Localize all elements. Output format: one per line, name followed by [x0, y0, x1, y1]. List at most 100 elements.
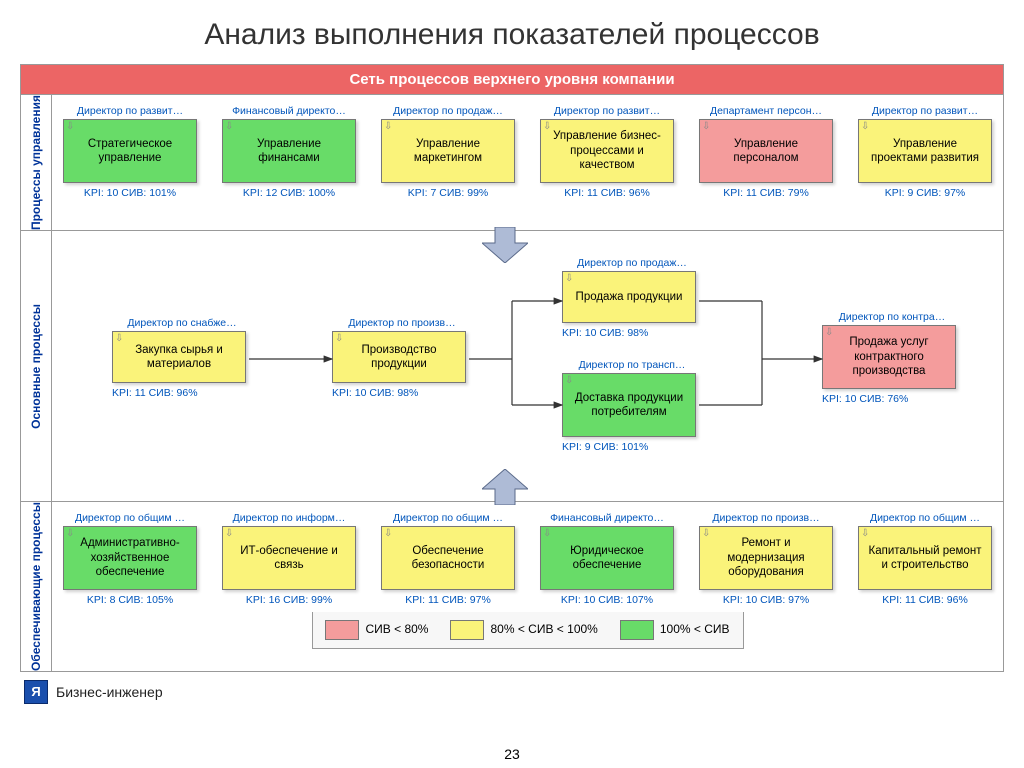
- process-name: Управление маркетингом: [388, 137, 508, 166]
- pin-icon: ⇩: [565, 376, 573, 386]
- pin-icon: ⇩: [66, 529, 74, 539]
- banner: Сеть процессов верхнего уровня компании: [21, 65, 1003, 95]
- process-cell: Директор по информ…⇩ИТ-обеспечение и свя…: [219, 512, 359, 606]
- row-main: Основные процессы Директор по снабже… ⇩З…: [21, 231, 1003, 502]
- node-production: Директор по произв… ⇩Производство продук…: [332, 317, 472, 399]
- legend-swatch: [620, 620, 654, 640]
- process-box[interactable]: ⇩Административно-хозяйственное обеспечен…: [63, 526, 197, 590]
- kpi-label: KPI: 10 СИВ: 107%: [561, 594, 653, 606]
- row-management: Процессы управления Директор по развит… ⇩…: [21, 95, 1003, 231]
- process-box[interactable]: ⇩Продажа продукции: [562, 271, 696, 323]
- row-support: Обеспечивающие процессы Директор по общи…: [21, 502, 1003, 671]
- page: Анализ выполнения показателей процессов …: [0, 0, 1024, 768]
- process-name: Ремонт и модернизация оборудования: [706, 536, 826, 579]
- director-label: Директор по развит…: [60, 105, 200, 117]
- process-cell: Директор по общим … ⇩ Обеспечение безопасн…: [378, 512, 518, 606]
- kpi-label: KPI: 10 СИВ: 97%: [723, 594, 809, 606]
- process-box[interactable]: ⇩Доставка продукции потребителям: [562, 373, 696, 437]
- logo-icon: Я: [24, 680, 48, 704]
- process-box[interactable]: ⇩ Управление маркетингом: [381, 119, 515, 183]
- node-delivery: Директор по трансп… ⇩Доставка продукции …: [562, 359, 702, 453]
- arrow-down-icon: [482, 227, 528, 263]
- pin-icon: ⇩: [115, 334, 123, 344]
- process-box[interactable]: ⇩Закупка сырья и материалов: [112, 331, 246, 383]
- process-box[interactable]: ⇩ Управление финансами: [222, 119, 356, 183]
- director-label: Директор по произв…: [332, 317, 472, 329]
- process-name: Капитальный ремонт и строительство: [865, 544, 985, 573]
- pin-icon: ⇩: [384, 122, 392, 132]
- director-label: Директор по продаж…: [562, 257, 702, 269]
- kpi-label: KPI: 7 СИВ: 99%: [408, 187, 489, 199]
- process-box[interactable]: ⇩ Управление персоналом: [699, 119, 833, 183]
- process-box[interactable]: ⇩Продажа услуг контрактного производства: [822, 325, 956, 389]
- page-title: Анализ выполнения показателей процессов: [20, 18, 1004, 52]
- process-box[interactable]: ⇩Управление бизнес-процессами и качество…: [540, 119, 674, 183]
- row-label: Процессы управления: [21, 95, 52, 230]
- process-box[interactable]: ⇩Капитальный ремонт и строительство: [858, 526, 992, 590]
- legend: СИВ < 80% 80% < СИВ < 100% 100% < СИВ: [312, 612, 744, 649]
- pin-icon: ⇩: [543, 122, 551, 132]
- director-label: Финансовый директо…: [219, 105, 359, 117]
- pin-icon: ⇩: [702, 529, 710, 539]
- cells-grid: Директор по общим …⇩Административно-хозя…: [60, 512, 995, 606]
- director-label: Финансовый директо…: [537, 512, 677, 524]
- pin-icon: ⇩: [384, 529, 392, 539]
- node-purchase: Директор по снабже… ⇩Закупка сырья и мат…: [112, 317, 252, 399]
- process-cell: Директор по развит… ⇩Управление проектами…: [855, 105, 995, 199]
- process-cell: Департамент персон…⇩Управление персонало…: [696, 105, 836, 199]
- process-name: Административно-хозяйственное обеспечени…: [70, 536, 190, 579]
- director-label: Директор по общим …: [378, 512, 518, 524]
- director-label: Директор по развит…: [537, 105, 677, 117]
- process-box[interactable]: ⇩Производство продукции: [332, 331, 466, 383]
- process-cell: Директор по произв…⇩Ремонт и модернизаци…: [696, 512, 836, 606]
- legend-swatch: [325, 620, 359, 640]
- process-name: Управление персоналом: [706, 137, 826, 166]
- pin-icon: ⇩: [335, 334, 343, 344]
- row-body: Директор по общим …⇩Административно-хозя…: [52, 502, 1003, 671]
- kpi-label: KPI: 11 СИВ: 96%: [564, 187, 650, 199]
- row-body-main: Директор по снабже… ⇩Закупка сырья и мат…: [52, 231, 1003, 501]
- pin-icon: ⇩: [225, 122, 233, 132]
- director-label: Директор по трансп…: [562, 359, 702, 371]
- process-box[interactable]: ⇩ Обеспечение безопасности: [381, 526, 515, 590]
- process-cell: Директор по общим … ⇩Капитальный ремонт и…: [855, 512, 995, 606]
- kpi-label: KPI: 9 СИВ: 101%: [562, 441, 702, 453]
- process-name: Стратегическое управление: [70, 137, 190, 166]
- process-name: Управление бизнес-процессами и качеством: [547, 129, 667, 172]
- legend-item: СИВ < 80%: [325, 620, 428, 640]
- director-label: Директор по общим …: [60, 512, 200, 524]
- process-name: Юридическое обеспечение: [547, 544, 667, 573]
- node-contract-sales: Директор по контра… ⇩Продажа услуг контр…: [822, 311, 962, 405]
- process-box[interactable]: ⇩ИТ-обеспечение и связь: [222, 526, 356, 590]
- pin-icon: ⇩: [825, 328, 833, 338]
- director-label: Директор по развит…: [855, 105, 995, 117]
- pin-icon: ⇩: [66, 122, 74, 132]
- process-box[interactable]: ⇩Управление проектами развития: [858, 119, 992, 183]
- footer-text: Бизнес-инженер: [56, 684, 163, 700]
- kpi-label: KPI: 10 СИВ: 98%: [332, 387, 472, 399]
- process-box[interactable]: ⇩Ремонт и модернизация оборудования: [699, 526, 833, 590]
- page-number: 23: [504, 746, 520, 762]
- pin-icon: ⇩: [543, 529, 551, 539]
- process-cell: Директор по развит… ⇩Управление бизнес-пр…: [537, 105, 677, 199]
- process-cell: Директор по общим … ⇩Административно-хозя…: [60, 512, 200, 606]
- diagram-frame: Сеть процессов верхнего уровня компании …: [20, 64, 1004, 672]
- process-box[interactable]: ⇩ Стратегическое управление: [63, 119, 197, 183]
- legend-item: 100% < СИВ: [620, 620, 730, 640]
- node-sales: Директор по продаж… ⇩Продажа продукции K…: [562, 257, 702, 339]
- pin-icon: ⇩: [702, 122, 710, 132]
- kpi-label: KPI: 9 СИВ: 97%: [885, 187, 966, 199]
- process-box[interactable]: ⇩ Юридическое обеспечение: [540, 526, 674, 590]
- row-body: Директор по развит… ⇩ Стратегическое управ…: [52, 95, 1003, 230]
- process-cell: Директор по развит… ⇩ Стратегическое управ…: [60, 105, 200, 199]
- legend-swatch: [450, 620, 484, 640]
- process-cell: Директор по продаж…⇩Управление маркетинг…: [378, 105, 518, 199]
- director-label: Директор по общим …: [855, 512, 995, 524]
- process-name: Обеспечение безопасности: [388, 544, 508, 573]
- process-cell: Финансовый директо… ⇩ Юридическое обеспече…: [537, 512, 677, 606]
- process-name: Управление финансами: [229, 137, 349, 166]
- kpi-label: KPI: 12 СИВ: 100%: [243, 187, 335, 199]
- cells-grid: Директор по развит… ⇩ Стратегическое управ…: [60, 105, 995, 199]
- kpi-label: KPI: 11 СИВ: 96%: [112, 387, 252, 399]
- row-label: Основные процессы: [21, 231, 52, 501]
